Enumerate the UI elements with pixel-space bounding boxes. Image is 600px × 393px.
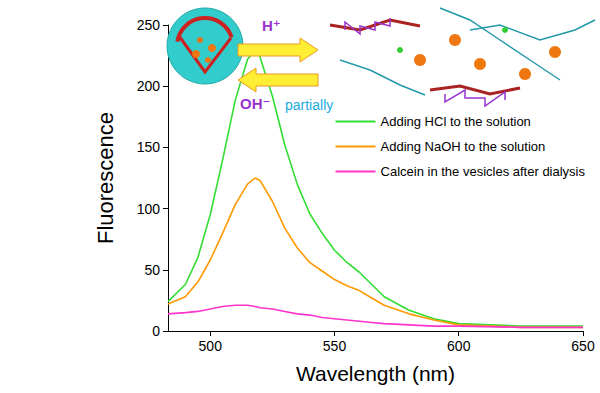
svg-text:H⁺: H⁺: [262, 17, 281, 34]
svg-text:0: 0: [152, 323, 160, 339]
svg-text:650: 650: [571, 338, 595, 354]
svg-text:50: 50: [144, 262, 160, 278]
svg-text:Adding HCl to the solution: Adding HCl to the solution: [381, 114, 531, 129]
svg-text:OH⁻: OH⁻: [240, 95, 270, 112]
svg-text:150: 150: [137, 139, 161, 155]
svg-text:Adding NaOH to the solution: Adding NaOH to the solution: [381, 139, 546, 154]
svg-text:600: 600: [447, 338, 471, 354]
svg-text:500: 500: [199, 338, 223, 354]
svg-text:Calcein in the vesicles after: Calcein in the vesicles after dialysis: [381, 164, 586, 179]
svg-text:100: 100: [137, 201, 161, 217]
svg-text:250: 250: [137, 17, 161, 33]
svg-text:Fluorescence: Fluorescence: [93, 112, 118, 244]
svg-text:Wavelength (nm): Wavelength (nm): [296, 362, 455, 385]
svg-text:200: 200: [137, 78, 161, 94]
svg-text:550: 550: [323, 338, 347, 354]
svg-text:partially: partially: [285, 97, 333, 113]
